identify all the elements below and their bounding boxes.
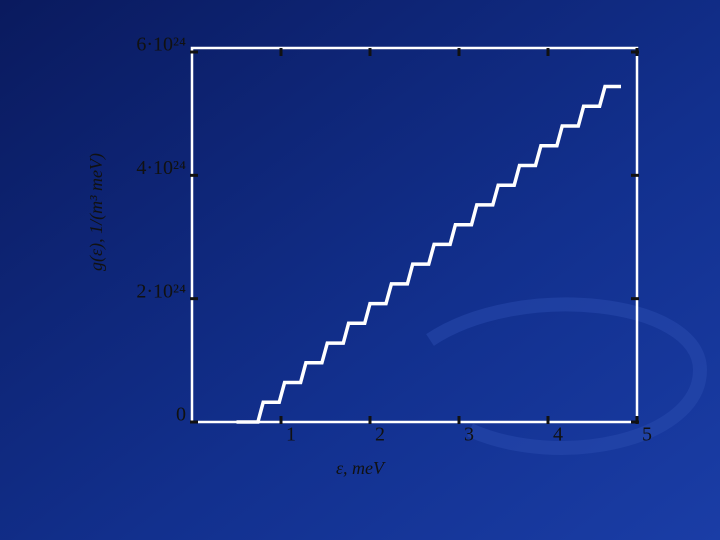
x-tick-label: 1	[286, 424, 296, 446]
x-tick-label: 4	[553, 424, 563, 446]
y-axis-label: g(ε), 1/(m³ meV)	[86, 153, 107, 271]
x-tick-label: 3	[464, 424, 474, 446]
y-tick-label: 6·10²⁴	[136, 34, 186, 56]
x-tick-label: 5	[642, 424, 652, 446]
x-axis-label: ε, meV	[336, 458, 386, 478]
staircase-line	[236, 84, 621, 424]
x-tick-label: 2	[375, 424, 385, 446]
decor-swirl	[426, 297, 708, 455]
y-tick-label: 0	[176, 404, 186, 426]
plot-frame	[190, 46, 639, 424]
y-tick-label: 2·10²⁴	[136, 280, 186, 302]
y-tick-label: 4·10²⁴	[136, 157, 186, 179]
